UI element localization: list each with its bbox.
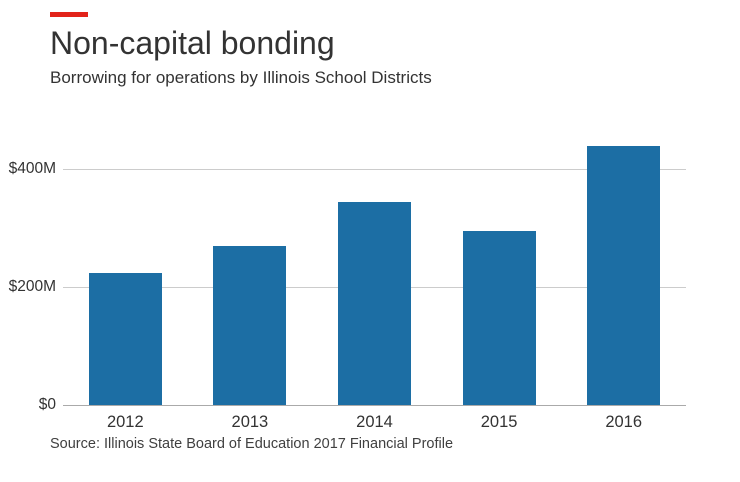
chart-subtitle: Borrowing for operations by Illinois Sch…	[50, 68, 432, 87]
x-axis-label: 2015	[480, 413, 518, 431]
bar	[213, 246, 287, 405]
y-axis-label: $200M	[8, 278, 56, 296]
chart-title: Non-capital bonding	[50, 25, 335, 61]
plot-area: 2012 2013 2014 2015 2016	[63, 140, 686, 431]
accent-bar	[50, 12, 88, 17]
bar	[88, 272, 162, 405]
y-axis-label: $400M	[8, 160, 56, 178]
bar	[338, 201, 411, 405]
bar	[462, 231, 536, 405]
bar	[587, 145, 661, 405]
bar-chart: 2012 2013 2014 2015 2016 $0 $200M $400M	[0, 140, 740, 440]
source-note: Source: Illinois State Board of Educatio…	[50, 436, 454, 452]
x-axis-label: 2014	[356, 413, 393, 431]
x-axis-label: 2013	[231, 413, 269, 431]
gridline	[63, 169, 686, 171]
y-axis-label: $0	[38, 396, 56, 413]
x-axis-label: 2016	[605, 413, 643, 431]
gridline	[63, 405, 686, 406]
x-axis-label: 2012	[106, 413, 144, 431]
